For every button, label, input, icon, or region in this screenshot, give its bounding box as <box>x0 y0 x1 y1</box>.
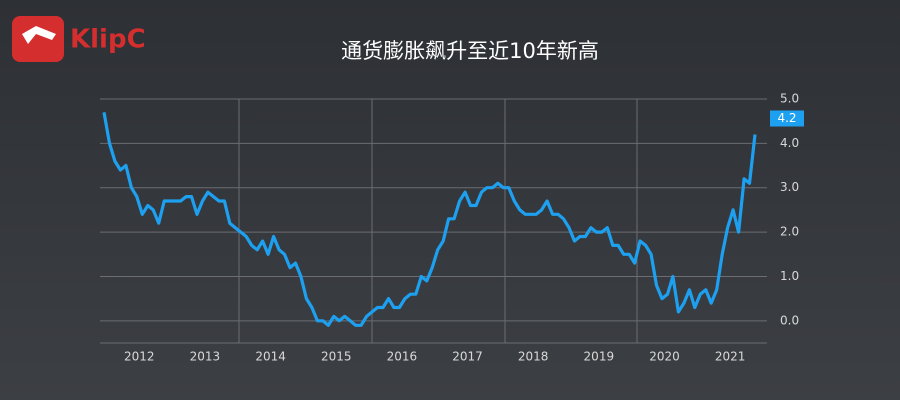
y-tick-label: 4.0 <box>780 136 799 150</box>
y-tick-label: 1.0 <box>780 269 799 283</box>
x-tick-label: 2014 <box>255 350 286 364</box>
y-tick-label: 0.0 <box>780 313 799 327</box>
y-tick-label: 3.0 <box>780 180 799 194</box>
x-tick-label: 2012 <box>124 350 155 364</box>
y-tick-label: 5.0 <box>780 92 799 106</box>
line <box>102 112 757 327</box>
x-tick-label: 2021 <box>715 350 746 364</box>
logo-icon <box>12 16 64 62</box>
x-grid <box>238 99 638 343</box>
x-tick-label: 2020 <box>649 350 680 364</box>
logo: KlipC <box>12 16 146 62</box>
logo-text: KlipC <box>70 25 146 55</box>
x-tick-label: 2015 <box>321 350 352 364</box>
y-tick-label: 2.0 <box>780 225 799 239</box>
end-label-box <box>770 110 804 127</box>
end-label: 4.2 <box>777 111 796 125</box>
x-tick-label: 2017 <box>452 350 483 364</box>
x-tick-label: 2016 <box>387 350 418 364</box>
x-tick-label: 2019 <box>584 350 615 364</box>
x-tick-label: 2013 <box>190 350 221 364</box>
x-tick-label: 2018 <box>518 350 549 364</box>
chart-title: 通货膨胀飙升至近10年新高 <box>341 39 599 63</box>
logo-shape <box>22 26 56 44</box>
